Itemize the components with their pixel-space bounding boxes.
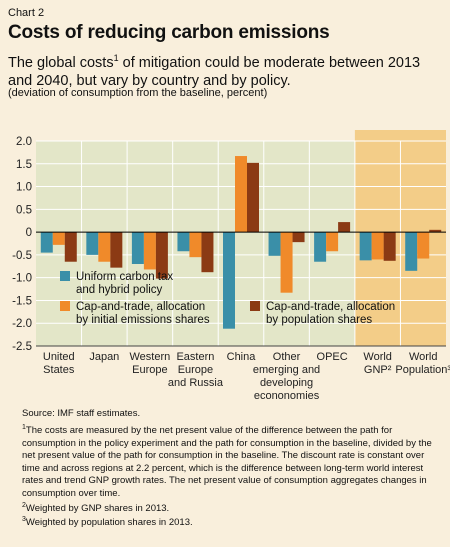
footnote-1-text: The costs are measured by the net presen… [22, 425, 432, 499]
legend-label-1: and hybrid policy [76, 284, 163, 296]
bar-2-6 [280, 232, 293, 293]
x-tick-label: GNP² [364, 364, 392, 376]
bar-1-6 [268, 232, 281, 256]
y-tick-label: 1.5 [16, 159, 32, 171]
y-tick-label: 0.5 [16, 204, 32, 216]
bar-2-4 [189, 232, 202, 258]
bar-2-8 [371, 232, 384, 260]
y-tick-label: -1.0 [12, 273, 32, 285]
x-tick-label: World [409, 351, 438, 363]
bar-3-6 [292, 232, 305, 243]
bar-1-8 [359, 232, 372, 261]
x-tick-label: econonomies [254, 390, 320, 402]
footnote-2-mark: 2 [22, 502, 26, 509]
x-tick-label: States [43, 364, 75, 376]
footnote-2-text: Weighted by GNP shares in 2013. [25, 503, 170, 515]
x-tick-label: developing [260, 377, 313, 389]
source-note: Source: IMF staff estimates. [22, 408, 141, 419]
bar-3-4 [201, 232, 214, 273]
x-tick-label: Population³ [395, 364, 450, 376]
x-tick-label: Eastern [176, 351, 214, 363]
bar-3-2 [110, 232, 123, 268]
bar-3-3 [155, 232, 168, 279]
y-tick-label: 2.0 [16, 136, 32, 148]
footnote-1: 1The costs are measured by the net prese… [22, 422, 432, 500]
x-tick-label: emerging and [253, 364, 320, 376]
x-tick-label: Japan [89, 351, 119, 363]
legend-label-2: by initial emissions shares [76, 314, 210, 326]
footnote-3-mark: 3 [22, 516, 26, 523]
legend-swatch-2 [60, 301, 70, 311]
x-tick-label: Europe [132, 364, 167, 376]
footnote-2: 2Weighted by GNP shares in 2013. [22, 500, 432, 516]
bar-1-1 [40, 232, 53, 253]
y-tick-label: 0 [26, 227, 32, 239]
bar-1-2 [86, 232, 99, 255]
chart-title: Costs of reducing carbon emissions [8, 22, 330, 43]
legend-label-1: Uniform carbon tax [76, 271, 173, 283]
subtitle-text-start: The global costs [8, 54, 114, 71]
y-tick-label: -0.5 [12, 250, 32, 262]
bar-2-7 [326, 232, 339, 252]
bar-chart: 2.0 1.5 1.0 0.5 0 -0.5 -1.0 -1.5 -2.0 -2.5 UnitedS… [12, 130, 450, 402]
y-tick-label: -2.5 [12, 341, 32, 353]
y-tick-label: 1.0 [16, 182, 32, 194]
subtitle-text-end: of mitigation could be moderate between … [8, 54, 421, 89]
bar-3-5 [247, 162, 259, 233]
x-tick-label: Other [273, 351, 301, 363]
bar-3-9 [429, 229, 442, 233]
x-tick-label: Western [130, 351, 171, 363]
bar-2-5 [235, 156, 247, 233]
x-tick-label: OPEC [317, 351, 348, 363]
y-tick-label: -1.5 [12, 295, 32, 307]
bar-3-1 [64, 232, 77, 262]
chart-subtitle: The global costs1 of mitigation could be… [8, 49, 444, 90]
x-tick-label: and Russia [168, 377, 224, 389]
x-tick-label: United [43, 351, 75, 363]
bar-3-7 [338, 222, 351, 233]
bar-1-4 [177, 232, 190, 252]
bar-1-5 [223, 232, 235, 329]
x-tick-label: China [227, 351, 257, 363]
bar-2-3 [143, 232, 156, 270]
y-tick-label: -2.0 [12, 318, 32, 330]
footnote-1-mark: 1 [22, 424, 26, 431]
x-tick-label: World [363, 351, 392, 363]
legend-swatch-1 [60, 271, 70, 281]
bar-3-8 [383, 232, 396, 261]
bar-2-2 [98, 232, 111, 262]
bar-2-9 [417, 232, 430, 259]
footnote-3-text: Weighted by population shares in 2013. [25, 517, 193, 529]
chart-label: Chart 2 [8, 7, 45, 19]
legend-label-3: Cap-and-trade, allocation [266, 301, 395, 313]
bar-1-3 [131, 232, 144, 264]
bar-1-7 [314, 232, 327, 262]
bar-2-1 [52, 232, 65, 245]
x-tick-label: Europe [178, 364, 213, 376]
unit-note: (deviation of consumption from the basel… [8, 87, 268, 99]
footnote-3: 3Weighted by population shares in 2013. [22, 514, 432, 530]
legend-label-3: by population shares [266, 314, 372, 326]
legend-swatch-3 [250, 301, 260, 311]
bar-1-9 [405, 232, 418, 271]
legend-label-2: Cap-and-trade, allocation [76, 301, 205, 313]
subtitle-footnote-mark: 1 [113, 53, 119, 63]
